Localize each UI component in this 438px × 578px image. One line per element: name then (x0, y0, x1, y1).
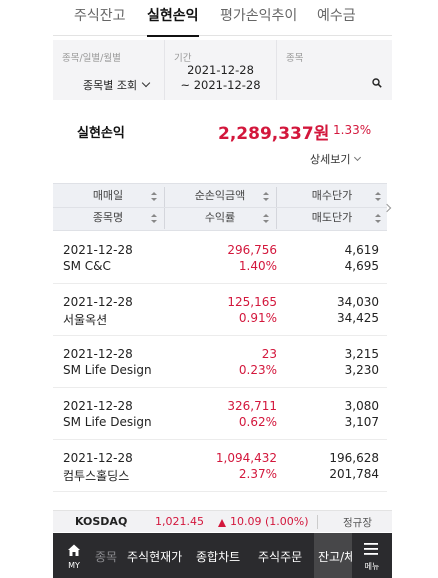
header-net-profit[interactable]: 순손익금액 (165, 185, 275, 207)
row-date: 2021-12-28 (63, 295, 133, 309)
ticker-divider (317, 515, 318, 529)
sort-icon (375, 192, 381, 201)
sort-icon (151, 214, 157, 223)
nav-item-balance-label: 잔고/체결 (318, 550, 352, 564)
table-row[interactable]: 2021-12-28 SM C&C 296,756 1.40% 4,619 4,… (53, 232, 387, 284)
period-end: ~ 2021-12-28 (180, 78, 261, 92)
nav-item-stock[interactable]: 종목 (95, 550, 118, 564)
detail-view-link[interactable]: 상세보기 (310, 151, 362, 167)
row-net-profit: 1,094,432 (215, 451, 277, 465)
row-sell-price: 34,425 (337, 311, 379, 325)
sort-icon (151, 192, 157, 201)
table-header: 매매일 순손익금액 매수단가 종목명 수익률 매도단가 (53, 183, 387, 231)
ticker-index-name: KOSDAQ (75, 515, 128, 528)
period-label: 기간 (174, 53, 192, 64)
header-return-rate[interactable]: 수익률 (165, 207, 275, 229)
up-arrow-icon (218, 519, 226, 527)
row-return-rate: 0.62% (238, 415, 277, 429)
ticker-index-change: 10.09 (1.00%) (230, 515, 309, 528)
tab-valuation-trend[interactable]: 평가손익추이 (220, 8, 298, 24)
left-gutter (0, 0, 53, 578)
stock-label: 종목 (286, 53, 304, 64)
app-screen: 주식잔고 실현손익 평가손익추이 예수금 종목/일별/월별 종목별 조회 기간 … (53, 0, 392, 578)
sort-icon (263, 214, 269, 223)
row-net-profit: 296,756 (227, 243, 277, 257)
row-buy-price: 196,628 (329, 451, 379, 465)
chevron-down-icon (141, 78, 151, 88)
realized-pnl-rate: 1.33% (333, 123, 372, 137)
row-return-rate: 0.23% (238, 363, 277, 377)
row-sell-price: 4,695 (344, 259, 379, 273)
row-buy-price: 34,030 (337, 295, 379, 309)
row-buy-price: 4,619 (344, 243, 379, 257)
detail-view-label: 상세보기 (310, 153, 351, 166)
nav-menu-label: 메뉴 (364, 562, 380, 571)
row-return-rate: 0.91% (238, 311, 277, 325)
row-net-profit: 326,711 (227, 399, 277, 413)
header-stock-name[interactable]: 종목명 (53, 207, 163, 229)
row-stock-name: SM Life Design (63, 415, 152, 429)
row-net-profit: 23 (261, 347, 277, 361)
row-stock-name: SM C&C (63, 259, 111, 273)
nav-item-chart[interactable]: 종합차트 (196, 550, 241, 564)
row-sell-price: 3,107 (344, 415, 379, 429)
nav-my-button[interactable]: MY (53, 533, 95, 578)
home-icon (68, 544, 80, 556)
nav-item-balance[interactable]: 잔고/체결 (314, 533, 352, 578)
nav-item-order[interactable]: 주식주문 (258, 550, 303, 564)
row-sell-price: 3,230 (344, 363, 379, 377)
query-type-label: 종목/일별/월별 (62, 53, 121, 64)
sort-icon (263, 192, 269, 201)
row-date: 2021-12-28 (63, 347, 133, 361)
header-sell-price[interactable]: 매도단가 (277, 207, 387, 229)
header-buy-price[interactable]: 매수단가 (277, 185, 387, 207)
chevron-down-icon (354, 153, 362, 161)
right-gutter (392, 0, 438, 578)
column-divider (276, 187, 277, 229)
row-net-profit: 125,165 (227, 295, 277, 309)
row-stock-name: SM Life Design (63, 363, 152, 377)
realized-pnl-amount: 2,289,337원 (218, 124, 330, 144)
table-row[interactable]: 2021-12-28 컴투스홀딩스 1,094,432 2.37% 196,62… (53, 440, 387, 492)
nav-menu-button[interactable]: 메뉴 (352, 533, 392, 578)
query-type-value: 종목별 조회 (83, 79, 138, 92)
ticker-index-value: 1,021.45 (155, 515, 204, 528)
nav-item-current-price[interactable]: 주식현재가 (127, 550, 183, 564)
row-date: 2021-12-28 (63, 451, 133, 465)
query-type-dropdown[interactable]: 종목별 조회 (83, 77, 151, 93)
period-selector[interactable]: 기간 2021-12-28 ~ 2021-12-28 (165, 40, 277, 100)
row-buy-price: 3,215 (344, 347, 379, 361)
menu-icon (364, 543, 378, 555)
table-row[interactable]: 2021-12-28 서울옥션 125,165 0.91% 34,030 34,… (53, 284, 387, 336)
realized-pnl-label: 실현손익 (77, 126, 125, 141)
period-start: 2021-12-28 (187, 63, 254, 77)
filter-bar: 종목/일별/월별 종목별 조회 기간 2021-12-28 ~ 2021-12-… (53, 40, 392, 100)
tab-deposit[interactable]: 예수금 (317, 8, 356, 24)
row-stock-name: 서울옥션 (63, 313, 108, 327)
row-date: 2021-12-28 (63, 243, 133, 257)
search-icon[interactable] (372, 78, 382, 88)
row-return-rate: 1.40% (238, 259, 277, 273)
row-buy-price: 3,080 (344, 399, 379, 413)
row-stock-name: 컴투스홀딩스 (63, 469, 130, 483)
tab-realized-pnl[interactable]: 실현손익 (147, 0, 199, 37)
sort-icon (375, 214, 381, 223)
tab-stock-balance[interactable]: 주식잔고 (74, 8, 126, 24)
bottom-nav: MY 종목 주식현재가 종합차트 주식주문 잔고/체결 메뉴 (53, 533, 392, 578)
nav-my-label: MY (68, 561, 80, 570)
table-row[interactable]: 2021-12-28 SM Life Design 23 0.23% 3,215… (53, 336, 387, 388)
tab-bar: 주식잔고 실현손익 평가손익추이 예수금 (53, 0, 392, 37)
header-row-divider (53, 207, 387, 208)
column-divider (164, 187, 165, 229)
index-ticker[interactable]: KOSDAQ 1,021.45 10.09 (1.00%) 정규장 (53, 510, 392, 532)
market-session: 정규장 (343, 517, 372, 529)
header-trade-date[interactable]: 매매일 (53, 185, 163, 207)
row-sell-price: 201,784 (329, 467, 379, 481)
stock-search[interactable]: 종목 (277, 40, 392, 100)
query-type-selector[interactable]: 종목/일별/월별 종목별 조회 (53, 40, 165, 100)
table-row[interactable]: 2021-12-28 SM Life Design 326,711 0.62% … (53, 388, 387, 440)
row-return-rate: 2.37% (238, 467, 277, 481)
row-date: 2021-12-28 (63, 399, 133, 413)
